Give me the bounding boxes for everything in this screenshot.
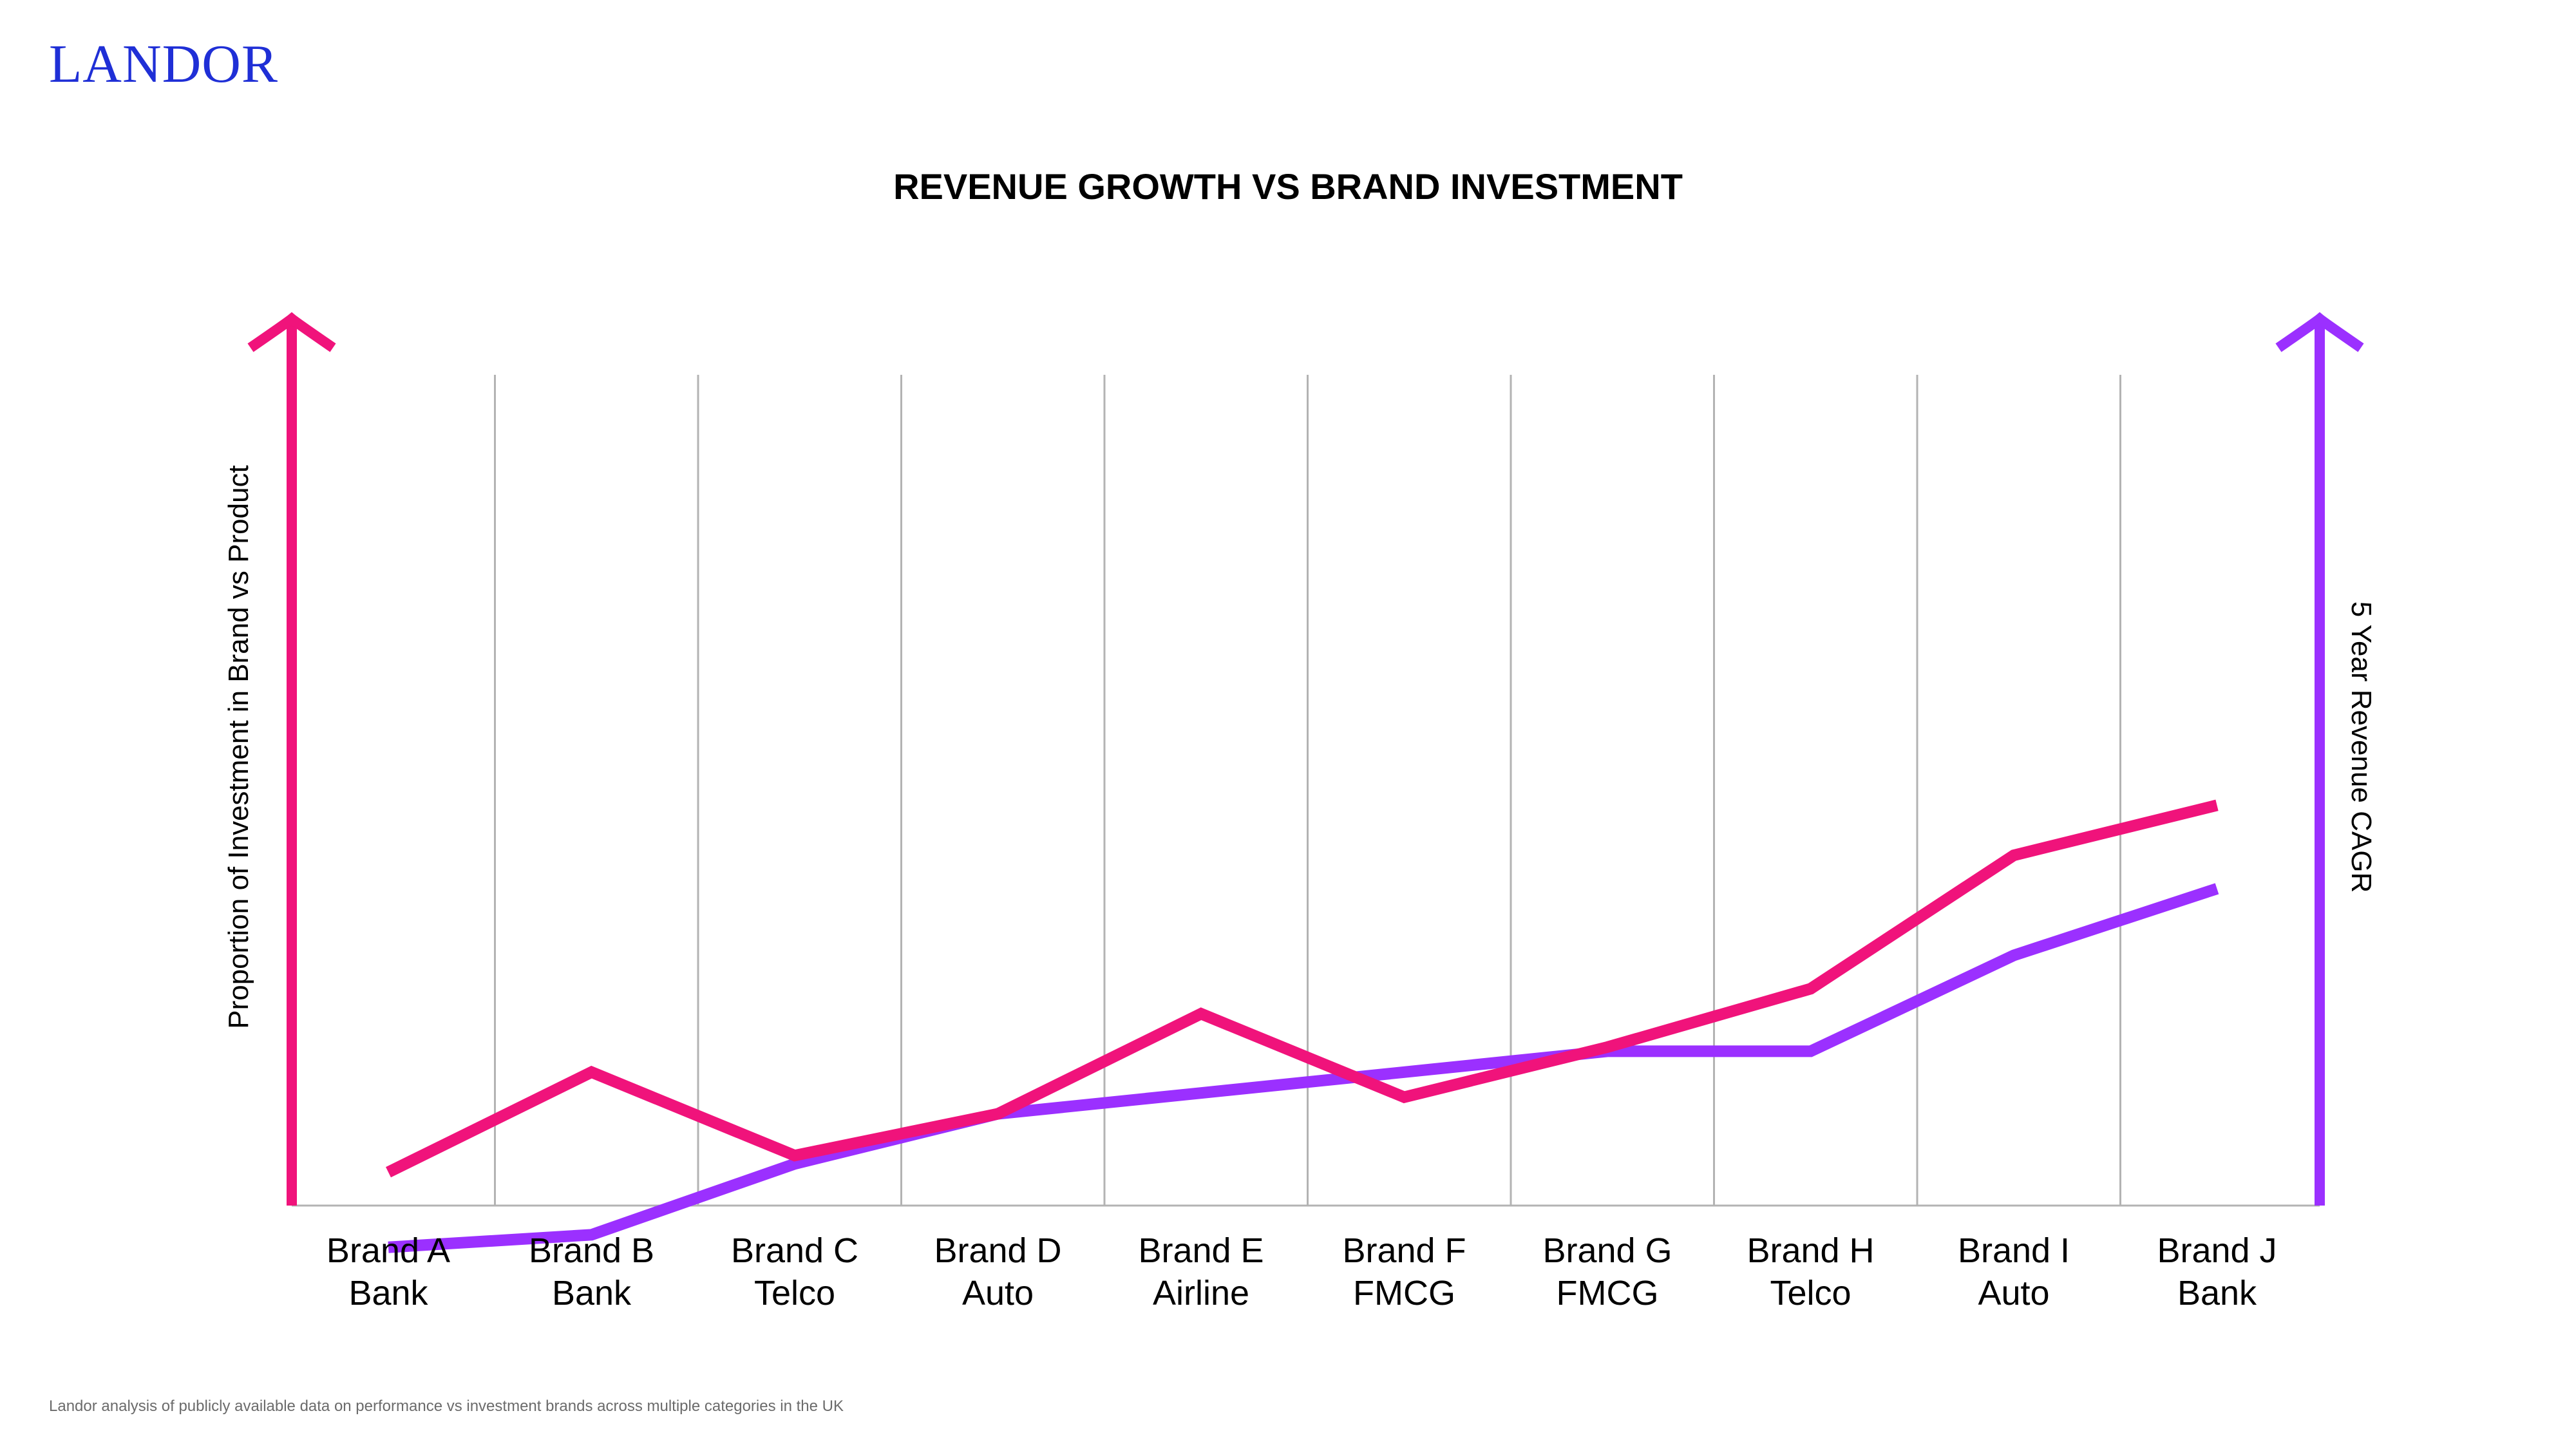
x-tick-label: Brand H Telco bbox=[1747, 1231, 1874, 1312]
series-line-investment bbox=[386, 799, 2219, 1178]
x-tick-label: Brand B Bank bbox=[529, 1231, 654, 1312]
y-axis-left-arrowhead bbox=[247, 312, 336, 352]
x-tick-label: Brand E Airline bbox=[1138, 1231, 1264, 1312]
footnote: Landor analysis of publicly available da… bbox=[49, 1397, 844, 1415]
chart-title: REVENUE GROWTH VS BRAND INVESTMENT bbox=[893, 166, 1683, 207]
series-line-cagr bbox=[388, 883, 2219, 1253]
x-tick-label: Brand A Bank bbox=[327, 1231, 450, 1312]
y-axis-left-label: Proportion of Investment in Brand vs Pro… bbox=[223, 465, 254, 1029]
x-tick-label: Brand C Telco bbox=[731, 1231, 858, 1312]
y-axis-right-arrowhead bbox=[2275, 312, 2364, 352]
x-tick-label: Brand J Bank bbox=[2157, 1231, 2277, 1312]
x-tick-label: Brand I Auto bbox=[1958, 1231, 2070, 1312]
y-axis-right-label: 5 Year Revenue CAGR bbox=[2345, 601, 2377, 893]
x-tick-label: Brand G FMCG bbox=[1542, 1231, 1672, 1312]
x-tick-label: Brand F FMCG bbox=[1342, 1231, 1466, 1312]
x-tick-label: Brand D Auto bbox=[934, 1231, 1061, 1312]
landor-logo: LANDOR bbox=[49, 34, 278, 94]
